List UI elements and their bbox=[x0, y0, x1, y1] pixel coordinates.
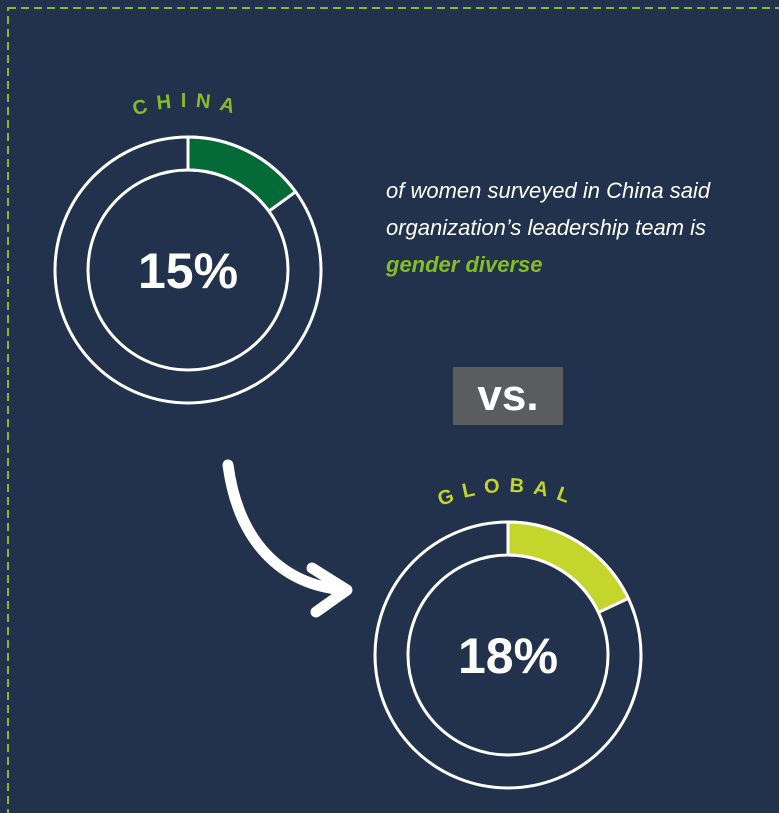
caption-highlight: gender diverse bbox=[386, 252, 543, 277]
caption: of women surveyed in China said organiza… bbox=[386, 172, 741, 283]
ring-inner bbox=[86, 168, 290, 372]
center-label: 18% bbox=[458, 628, 558, 684]
ring-outer bbox=[373, 520, 643, 790]
ring-inner bbox=[406, 553, 610, 757]
arrow bbox=[222, 459, 351, 596]
dashed-border bbox=[7, 7, 779, 813]
caption-text: of women surveyed in China said organiza… bbox=[386, 178, 711, 240]
center-label: 15% bbox=[138, 243, 238, 299]
arrow-head bbox=[306, 562, 353, 618]
chart-title-path: GLOBAL bbox=[435, 475, 573, 511]
versus-badge: vs. bbox=[453, 367, 563, 425]
chart-title-path: CHINA bbox=[130, 90, 236, 121]
ring-outer bbox=[53, 135, 323, 405]
chart-title: CHINA bbox=[130, 90, 245, 121]
chart-title: GLOBAL bbox=[435, 475, 582, 511]
